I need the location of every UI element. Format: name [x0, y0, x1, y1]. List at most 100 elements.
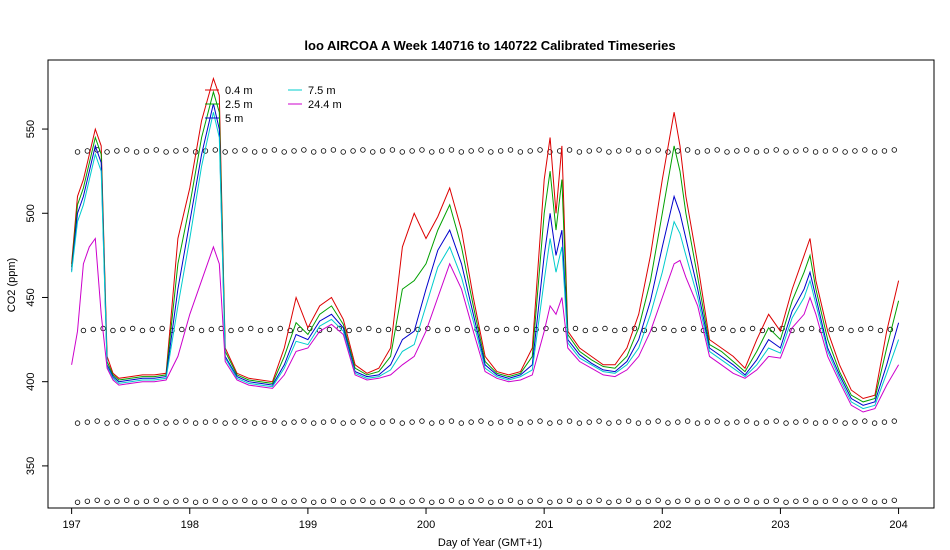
- reference-marker: [793, 419, 799, 425]
- reference-marker: [661, 325, 667, 332]
- reference-marker: [291, 498, 297, 504]
- y-tick-label: 550: [25, 120, 37, 138]
- reference-marker: [625, 147, 632, 153]
- reference-marker: [379, 419, 386, 425]
- reference-marker: [783, 420, 789, 426]
- reference-marker: [375, 327, 382, 334]
- reference-marker: [104, 149, 110, 155]
- reference-marker: [429, 149, 435, 155]
- x-axis-label: Day of Year (GMT+1): [438, 537, 542, 549]
- reference-marker: [773, 147, 779, 153]
- reference-marker: [208, 326, 215, 333]
- reference-marker: [507, 418, 514, 424]
- reference-marker: [684, 418, 691, 424]
- series-line-1: [71, 90, 900, 403]
- legend-label: 5 m: [225, 113, 243, 125]
- reference-marker: [566, 418, 573, 424]
- reference-marker: [635, 499, 642, 505]
- y-tick-label: 350: [25, 457, 37, 475]
- reference-marker: [301, 147, 307, 153]
- reference-marker: [242, 497, 248, 503]
- reference-marker: [557, 498, 563, 504]
- reference-marker: [537, 418, 543, 424]
- reference-marker: [484, 325, 490, 332]
- reference-marker: [832, 497, 838, 503]
- reference-marker: [114, 419, 120, 425]
- reference-marker: [606, 149, 612, 155]
- reference-marker: [803, 147, 809, 153]
- reference-marker: [139, 327, 146, 334]
- reference-marker: [84, 148, 91, 154]
- reference-marker: [724, 149, 730, 155]
- reference-marker: [694, 420, 701, 426]
- reference-marker: [74, 420, 81, 426]
- reference-marker: [655, 497, 661, 503]
- reference-marker: [360, 497, 366, 503]
- reference-marker: [710, 326, 716, 333]
- reference-marker: [527, 419, 533, 425]
- reference-marker: [621, 326, 628, 333]
- reference-marker: [120, 326, 126, 333]
- reference-marker: [222, 420, 228, 426]
- reference-marker: [311, 420, 317, 426]
- reference-marker: [448, 497, 455, 503]
- reference-marker: [248, 325, 254, 332]
- reference-marker: [812, 420, 819, 426]
- reference-marker: [867, 325, 874, 332]
- reference-marker: [527, 148, 533, 154]
- y-axis-label: CO2 (ppm): [6, 258, 18, 312]
- reference-marker: [311, 499, 317, 505]
- reference-marker: [444, 326, 451, 333]
- reference-marker: [163, 499, 169, 505]
- reference-marker: [261, 148, 268, 154]
- reference-marker: [350, 498, 356, 504]
- reference-marker: [822, 419, 829, 425]
- reference-marker: [596, 147, 602, 153]
- reference-marker: [645, 498, 651, 504]
- reference-marker: [665, 499, 671, 505]
- reference-marker: [763, 148, 770, 154]
- reference-marker: [891, 418, 897, 424]
- reference-marker: [149, 326, 156, 333]
- reference-marker: [173, 498, 179, 504]
- reference-marker: [192, 499, 199, 505]
- reference-marker: [852, 498, 858, 504]
- reference-marker: [356, 326, 362, 333]
- reference-marker: [507, 147, 514, 153]
- reference-marker: [242, 418, 248, 424]
- plot-frame: [47, 59, 935, 509]
- reference-marker: [763, 419, 770, 425]
- reference-marker: [858, 326, 864, 333]
- reference-marker: [852, 419, 858, 425]
- x-tick-label: 204: [889, 519, 907, 531]
- reference-marker: [222, 149, 228, 155]
- reference-marker: [602, 325, 608, 332]
- reference-marker: [655, 147, 661, 153]
- reference-marker: [606, 499, 612, 505]
- reference-marker: [261, 419, 268, 425]
- reference-marker: [803, 418, 809, 424]
- reference-marker: [129, 325, 136, 332]
- reference-marker: [232, 498, 238, 504]
- reference-marker: [251, 420, 258, 426]
- reference-marker: [625, 497, 632, 503]
- reference-marker: [517, 149, 524, 155]
- reference-marker: [389, 147, 396, 153]
- reference-marker: [783, 149, 789, 155]
- series-line-0: [71, 76, 900, 400]
- reference-marker: [80, 327, 87, 334]
- reference-marker: [183, 147, 189, 153]
- reference-marker: [468, 419, 474, 425]
- reference-marker: [179, 326, 185, 333]
- reference-marker: [871, 420, 878, 426]
- reference-marker: [419, 418, 425, 424]
- reference-marker: [724, 420, 730, 426]
- reference-marker: [399, 149, 405, 155]
- reference-marker: [478, 418, 484, 424]
- reference-marker: [163, 149, 169, 155]
- reference-marker: [488, 420, 494, 426]
- reference-marker: [842, 149, 848, 155]
- reference-marker: [153, 497, 159, 503]
- reference-marker: [586, 148, 592, 154]
- reference-marker: [596, 418, 602, 424]
